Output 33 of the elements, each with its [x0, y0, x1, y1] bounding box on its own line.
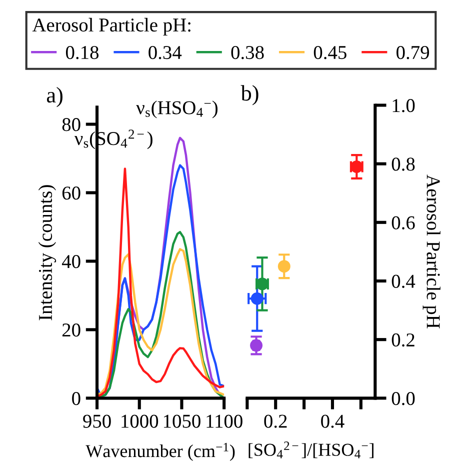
legend-label: 0.38 — [231, 46, 264, 60]
x-tick-label: 0.4 — [321, 414, 344, 428]
y2-tick-label: 0.6 — [392, 216, 415, 230]
y-tick-label: 60 — [62, 186, 80, 200]
x-axis-title: Wavenumber (cm$^{−1}$) — [86, 442, 235, 461]
chart-title: b) — [240, 85, 258, 106]
x-tick-label: 1050 — [164, 414, 200, 428]
legend-title: Aerosol Particle pH: — [32, 18, 190, 36]
y-tick-label: 80 — [62, 118, 80, 132]
text: 0.0 — [392, 392, 415, 406]
point — [250, 292, 264, 305]
x-axis-title: [SO$_{4}$$^{2−}$]/[HSO$_{4}$$^{−}$] — [248, 442, 374, 458]
y-tick-label: 40 — [62, 255, 80, 268]
legend-label: 0.34 — [148, 46, 182, 60]
y-axis-title: Intensity (counts) — [38, 185, 56, 320]
y2-tick-label: 0.8 — [392, 158, 415, 171]
x-tick-label: 950 — [83, 414, 111, 428]
annotation: ν$_{s}$(HSO$_{4}$$^{−}$) — [136, 100, 218, 118]
y2-axis-title: Aerosol Particle pH — [422, 174, 440, 328]
y2-tick-label: 0.4 — [392, 274, 416, 288]
x-tick-label: 0.2 — [264, 414, 287, 428]
y2-tick-label: 0.2 — [392, 333, 414, 347]
chart-title: a) — [46, 86, 62, 108]
y-tick-label: 20 — [62, 323, 80, 337]
y-tick-label: 0 — [72, 392, 80, 406]
x-tick-label: 1000 — [122, 414, 158, 428]
text: 1.0 — [392, 99, 415, 112]
point — [278, 260, 290, 273]
legend-label: 0.18 — [66, 46, 99, 60]
point — [250, 339, 263, 352]
x-tick-label: 1100 — [206, 414, 242, 428]
legend-label: 0.45 — [314, 46, 346, 60]
legend-label: 0.79 — [396, 46, 430, 60]
